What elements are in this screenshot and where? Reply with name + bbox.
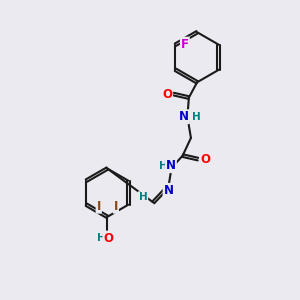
Text: I: I [114,200,118,213]
Text: F: F [181,38,189,51]
Text: O: O [200,153,210,166]
Text: N: N [164,184,174,197]
Text: O: O [162,88,172,100]
Text: H: H [159,160,168,171]
Text: O: O [103,232,113,244]
Text: N: N [166,159,176,172]
Text: N: N [179,110,189,123]
Text: H: H [97,233,106,243]
Text: H: H [192,112,201,122]
Text: I: I [97,200,101,213]
Text: H: H [139,192,147,202]
